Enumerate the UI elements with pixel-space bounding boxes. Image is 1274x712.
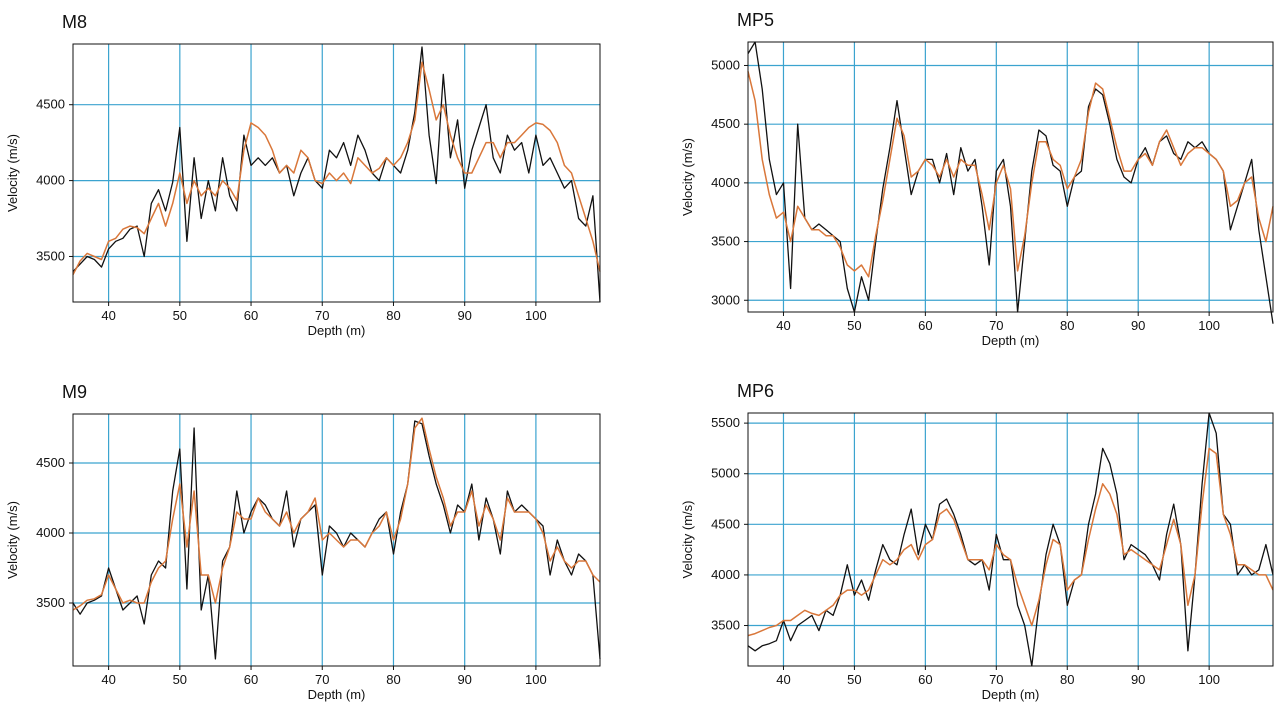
series-line-orange [747,447,1274,637]
y-tick-label: 5000 [711,466,740,481]
plot-frame [72,413,601,667]
chart-title: MP5 [737,10,774,30]
x-tick-label: 100 [1198,318,1220,333]
x-tick-label: 60 [918,672,932,687]
x-tick-label: 80 [1060,318,1074,333]
chart-title: M9 [62,382,87,402]
y-axis-label: Velocity (m/s) [5,501,20,579]
x-tick-label: 50 [173,672,187,687]
series-line-orange [72,417,601,611]
y-tick-label: 4500 [711,516,740,531]
x-tick-label: 90 [457,672,471,687]
x-tick-label: 90 [1131,318,1145,333]
series-line-black [747,41,1274,324]
chart-panel-mp6: MP6 40 50 60 70 80 90 100 3500 4000 4500 5000 5500 De… [680,381,1274,702]
x-tick-label: 40 [776,318,790,333]
y-tick-label: 3500 [36,595,65,610]
x-axis-label: Depth (m) [982,333,1040,348]
x-tick-label: 60 [244,672,258,687]
chart-title: MP6 [737,381,774,401]
x-tick-label: 90 [457,308,471,323]
x-tick-label: 100 [525,308,547,323]
x-axis-label: Depth (m) [308,687,366,702]
y-tick-label: 3500 [711,618,740,633]
y-tick-label: 3500 [711,234,740,249]
x-tick-label: 80 [1060,672,1074,687]
y-tick-label: 4000 [36,525,65,540]
y-axis-label: Velocity (m/s) [680,138,695,216]
series-line-black [747,412,1274,667]
plot-frame [747,41,1274,313]
y-axis-label: Velocity (m/s) [680,500,695,578]
x-tick-label: 50 [847,672,861,687]
y-tick-label: 4000 [711,567,740,582]
chart-panel-m8: M8 40 50 60 70 80 90 100 3500 4000 4500 Depth (m) Ve… [5,12,601,338]
x-tick-label: 70 [989,318,1003,333]
x-tick-label: 50 [173,308,187,323]
chart-panel-m9: M9 40 50 60 70 80 90 100 3500 4000 4500 Depth (m) Ve… [5,382,601,702]
y-tick-label: 5000 [711,57,740,72]
x-tick-label: 80 [386,672,400,687]
chart-title: M8 [62,12,87,32]
x-tick-label: 70 [989,672,1003,687]
x-tick-label: 100 [1198,672,1220,687]
series-line-orange [747,71,1274,278]
x-axis-label: Depth (m) [982,687,1040,702]
y-tick-label: 4500 [711,116,740,131]
y-tick-label: 4000 [711,175,740,190]
x-tick-label: 70 [315,672,329,687]
series-line-black [72,420,601,660]
y-axis-label: Velocity (m/s) [5,134,20,212]
plot-frame [72,43,601,303]
y-tick-label: 3500 [36,248,65,263]
x-tick-label: 90 [1131,672,1145,687]
x-tick-label: 80 [386,308,400,323]
x-tick-label: 60 [918,318,932,333]
y-tick-label: 4500 [36,97,65,112]
y-tick-label: 4500 [36,455,65,470]
y-tick-label: 4000 [36,173,65,188]
x-tick-label: 70 [315,308,329,323]
x-tick-label: 40 [101,308,115,323]
y-tick-label: 3000 [711,292,740,307]
chart-panel-mp5: MP5 40 50 60 70 80 90 100 3000 3500 4000 4500 5000 De… [680,10,1274,348]
series-line-black [72,46,601,303]
y-tick-label: 5500 [711,415,740,430]
series-line-orange [72,61,601,276]
x-tick-label: 40 [101,672,115,687]
x-tick-label: 50 [847,318,861,333]
plot-frame [747,412,1274,667]
x-tick-label: 60 [244,308,258,323]
x-axis-label: Depth (m) [308,323,366,338]
x-tick-label: 100 [525,672,547,687]
x-tick-label: 40 [776,672,790,687]
